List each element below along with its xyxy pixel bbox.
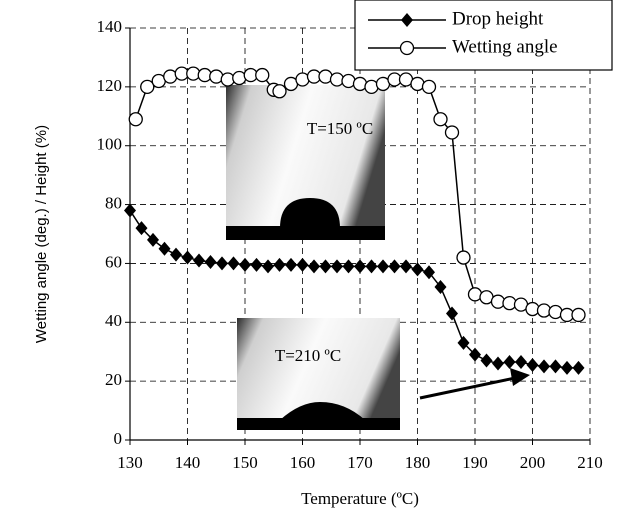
y-tick-label: 120	[97, 76, 123, 95]
marker	[421, 79, 437, 95]
marker	[538, 359, 550, 374]
marker	[411, 262, 424, 277]
marker	[480, 353, 493, 368]
marker	[239, 257, 251, 272]
marker	[319, 259, 332, 274]
legend-label: Wetting angle	[452, 36, 558, 57]
marker	[128, 112, 143, 127]
arrow	[419, 368, 530, 400]
x-axis-label: Temperature (ºC)	[301, 489, 419, 508]
marker	[342, 259, 355, 274]
annotation: T=150 ºC	[307, 119, 373, 138]
y-tick-label: 20	[105, 370, 122, 389]
x-tick-label: 150	[232, 453, 258, 472]
x-tick-label: 140	[175, 453, 201, 472]
marker	[273, 257, 286, 272]
marker	[433, 112, 448, 127]
y-tick-label: 40	[105, 311, 122, 330]
marker	[572, 360, 585, 375]
y-axis-label: Wetting angle (deg.) / Height (%)	[33, 125, 50, 343]
marker	[515, 355, 527, 370]
x-tick-label: 130	[117, 453, 143, 472]
marker	[140, 79, 155, 95]
marker	[444, 125, 460, 140]
x-tick-label: 160	[290, 453, 316, 472]
marker	[571, 307, 586, 323]
marker	[561, 360, 573, 375]
marker	[401, 13, 413, 27]
marker	[158, 241, 171, 256]
marker	[262, 259, 274, 274]
marker	[135, 221, 148, 236]
y-tick-label: 100	[97, 135, 123, 154]
y-tick-label: 60	[105, 252, 122, 271]
inset-150: T=150 ºC	[226, 85, 385, 240]
marker	[400, 259, 412, 274]
y-tick-label: 0	[114, 429, 123, 448]
marker	[124, 203, 136, 218]
inset-210: T=210 ºC	[237, 318, 400, 430]
marker	[308, 259, 320, 274]
marker	[227, 256, 240, 271]
marker	[354, 259, 366, 274]
legend-box	[354, 0, 613, 71]
marker	[365, 259, 378, 274]
x-tick-label: 190	[462, 453, 488, 472]
marker	[216, 256, 228, 271]
marker	[469, 347, 481, 362]
marker	[399, 40, 415, 56]
marker	[377, 259, 389, 274]
marker	[492, 356, 504, 371]
legend: Drop height Wetting angle	[354, 0, 613, 71]
x-tick-label: 170	[347, 453, 373, 472]
marker	[285, 257, 297, 272]
marker	[272, 84, 287, 99]
marker	[423, 265, 435, 280]
marker	[434, 279, 447, 294]
marker	[503, 355, 516, 370]
y-tick-label: 140	[97, 17, 123, 36]
y-tick-label: 80	[105, 193, 122, 212]
x-tick-label: 180	[405, 453, 431, 472]
marker	[204, 254, 217, 269]
x-tick-label: 210	[577, 453, 603, 472]
marker	[457, 335, 470, 350]
marker	[181, 250, 194, 265]
marker	[456, 250, 471, 265]
marker	[446, 306, 458, 321]
marker	[250, 257, 263, 272]
marker	[255, 67, 270, 83]
marker	[388, 259, 401, 274]
annotation: T=210 ºC	[275, 346, 341, 365]
marker	[147, 232, 159, 247]
marker	[526, 357, 539, 372]
marker	[193, 253, 205, 268]
x-tick-label: 200	[520, 453, 546, 472]
marker	[549, 359, 562, 374]
legend-label: Drop height	[452, 8, 544, 29]
marker	[331, 259, 343, 274]
marker	[296, 257, 309, 272]
marker	[170, 247, 182, 262]
